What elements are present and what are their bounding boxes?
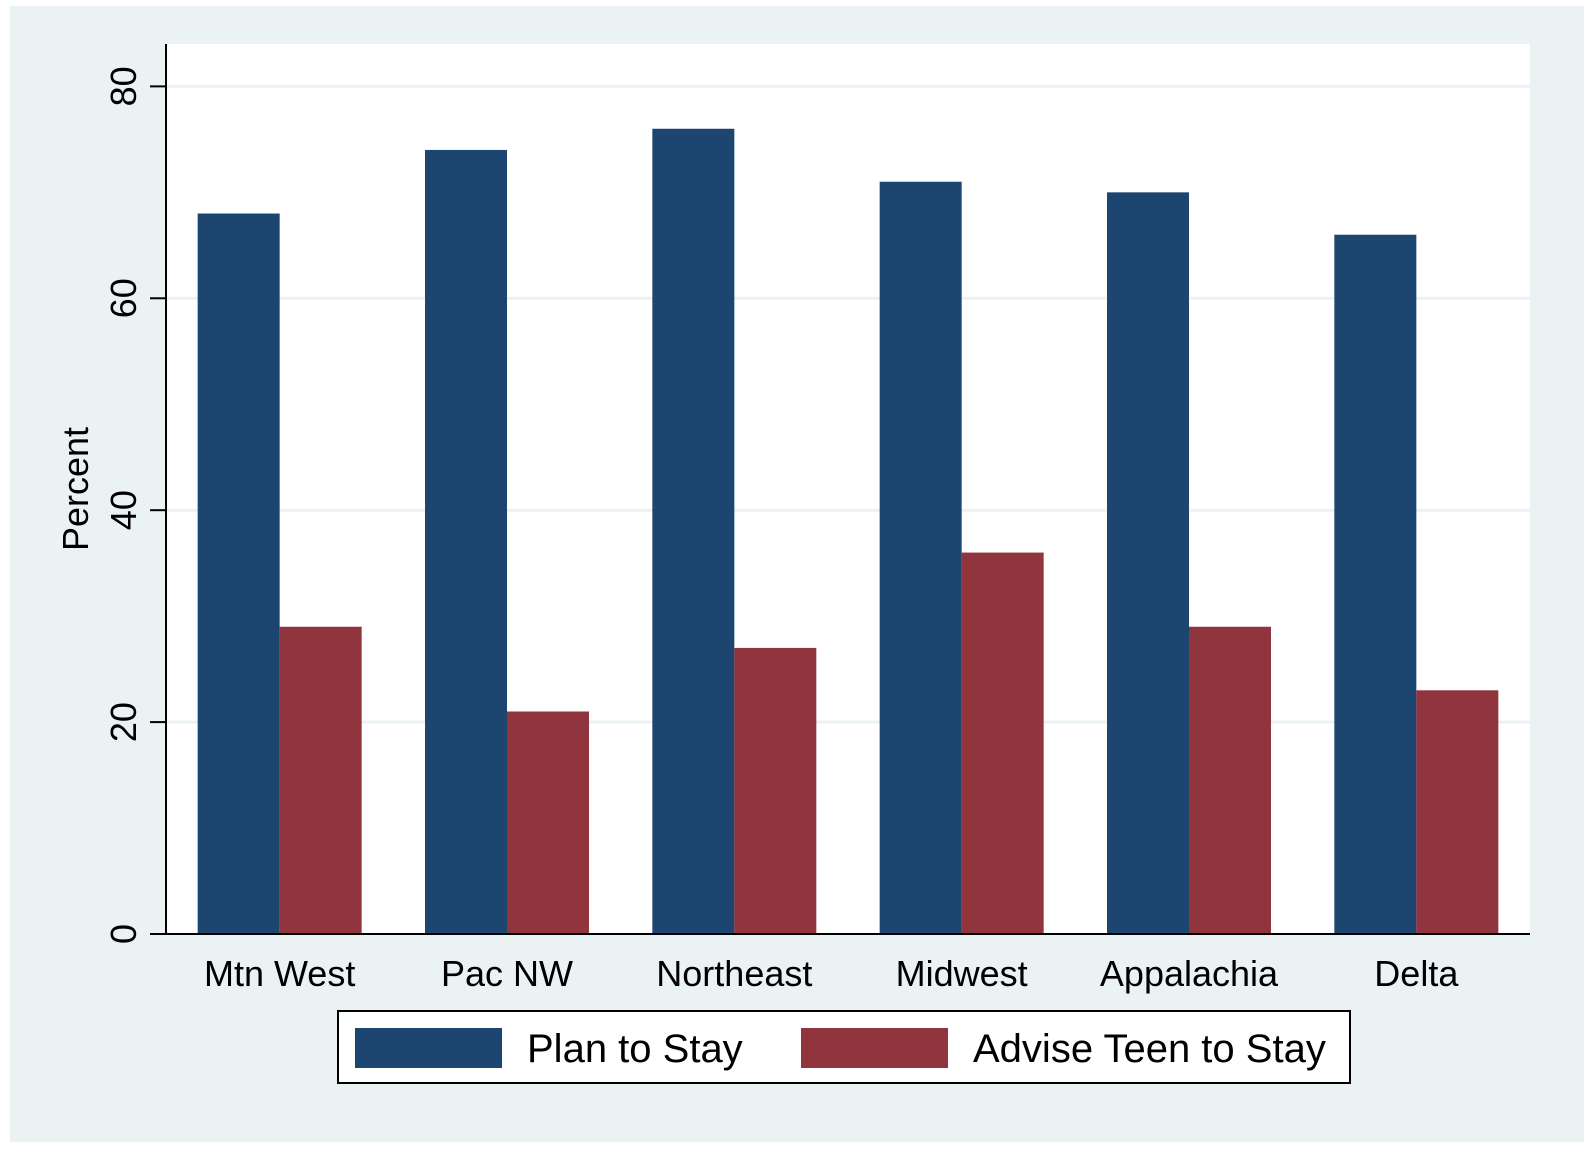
y-tick-label: 0	[103, 924, 144, 944]
bar-advise-teen-to-stay-appalachia	[1189, 626, 1271, 934]
bars	[197, 128, 1499, 935]
bar-plan-to-stay-mtn-west	[197, 213, 280, 934]
x-tick-label: Mtn West	[204, 953, 355, 994]
legend-label-plan-to-stay: Plan to Stay	[527, 1027, 743, 1071]
bar-advise-teen-to-stay-midwest	[961, 552, 1044, 934]
bar-plan-to-stay-appalachia	[1107, 192, 1189, 935]
bar-plan-to-stay-delta	[1334, 234, 1417, 934]
bar-advise-teen-to-stay-delta	[1416, 690, 1499, 934]
bar-advise-teen-to-stay-mtn-west	[279, 626, 362, 934]
x-tick-label: Pac NW	[441, 953, 573, 994]
legend-swatch-advise-teen-to-stay	[801, 1028, 948, 1068]
x-tick-label: Delta	[1374, 953, 1459, 994]
y-tick-label: 60	[103, 278, 144, 318]
legend: Plan to Stay Advise Teen to Stay	[337, 1010, 1351, 1084]
y-tick-label: 40	[103, 490, 144, 530]
x-tick-labels: Mtn West Pac NW Northeast Midwest Appalachia…	[204, 953, 1459, 994]
chart-frame: 0 20 40 60 80 Mtn West Pac NW Northeast Midwest…	[10, 6, 1584, 1142]
bar-chart: 0 20 40 60 80 Mtn West Pac NW Northeast Midwest…	[55, 44, 1530, 1084]
legend-swatch-plan-to-stay	[355, 1028, 502, 1068]
x-tick-label: Midwest	[896, 953, 1028, 994]
y-axis-title: Percent	[55, 427, 96, 551]
y-tick-label: 20	[103, 702, 144, 742]
bar-plan-to-stay-midwest	[879, 181, 962, 934]
bar-plan-to-stay-northeast	[652, 128, 735, 934]
y-ticks: 0 20 40 60 80	[103, 66, 166, 944]
x-tick-label: Northeast	[656, 953, 812, 994]
plot-area	[166, 44, 1530, 934]
axes	[165, 44, 1530, 935]
legend-label-advise-teen-to-stay: Advise Teen to Stay	[973, 1027, 1326, 1071]
gridlines	[166, 84, 1530, 724]
bar-advise-teen-to-stay-pac-nw	[507, 711, 589, 934]
x-tick-label: Appalachia	[1100, 953, 1279, 994]
y-tick-label: 80	[103, 66, 144, 106]
bar-advise-teen-to-stay-northeast	[734, 647, 817, 934]
bar-plan-to-stay-pac-nw	[425, 149, 507, 934]
